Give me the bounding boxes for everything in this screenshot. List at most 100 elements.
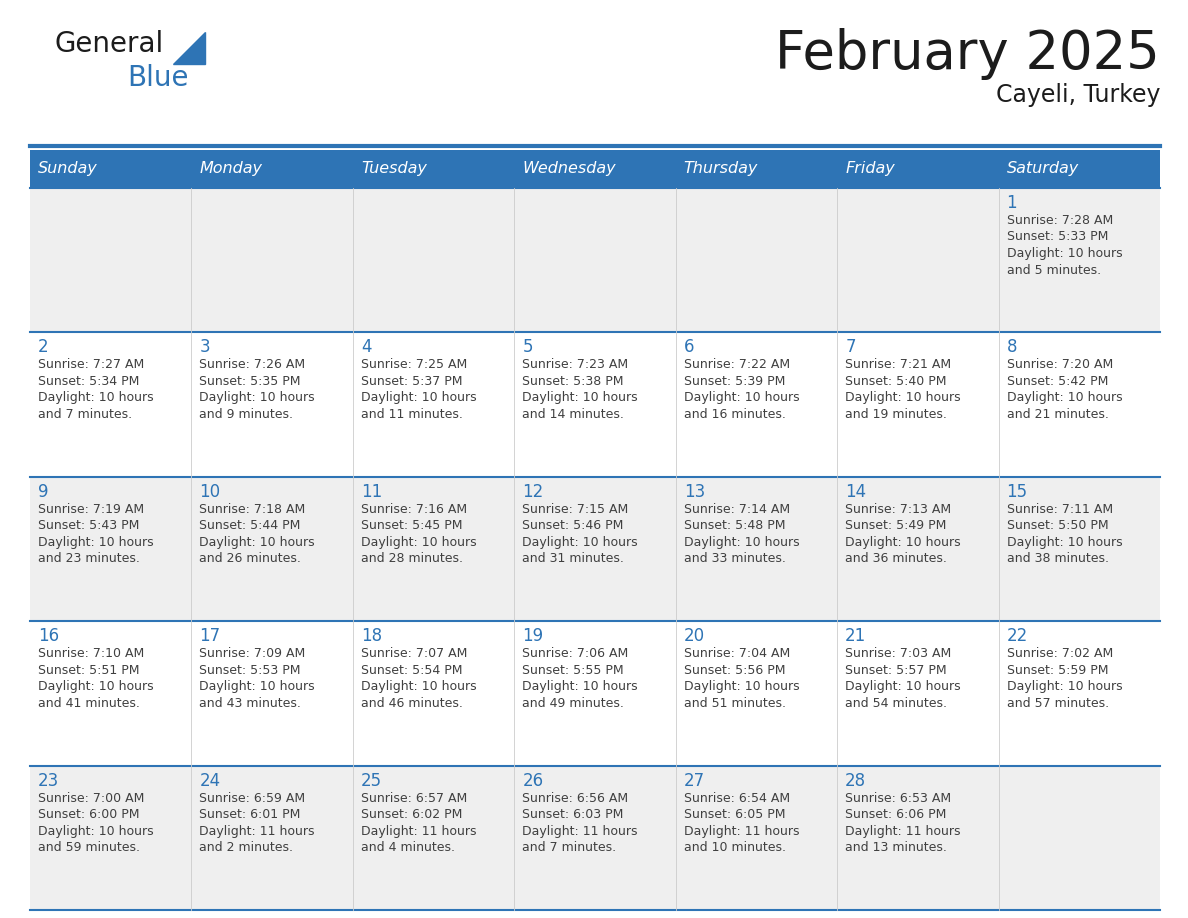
Text: Sunrise: 6:59 AM: Sunrise: 6:59 AM [200,791,305,804]
Text: 7: 7 [845,339,855,356]
Text: Sunrise: 7:06 AM: Sunrise: 7:06 AM [523,647,628,660]
Text: Daylight: 10 hours: Daylight: 10 hours [361,391,476,405]
Text: Sunrise: 7:26 AM: Sunrise: 7:26 AM [200,358,305,372]
Text: 21: 21 [845,627,866,645]
Text: Sunset: 5:43 PM: Sunset: 5:43 PM [38,520,139,532]
Text: and 19 minutes.: and 19 minutes. [845,408,947,420]
Text: 23: 23 [38,772,59,789]
Text: Daylight: 10 hours: Daylight: 10 hours [523,680,638,693]
Text: Sunrise: 7:23 AM: Sunrise: 7:23 AM [523,358,628,372]
Text: Sunrise: 7:25 AM: Sunrise: 7:25 AM [361,358,467,372]
Text: and 10 minutes.: and 10 minutes. [684,841,785,854]
Text: Daylight: 11 hours: Daylight: 11 hours [523,824,638,837]
Text: and 16 minutes.: and 16 minutes. [684,408,785,420]
Bar [30,188,1159,332]
Text: Sunset: 5:55 PM: Sunset: 5:55 PM [523,664,624,677]
Text: Daylight: 10 hours: Daylight: 10 hours [200,536,315,549]
Text: Daylight: 10 hours: Daylight: 10 hours [1006,680,1123,693]
Text: Cayeli, Turkey: Cayeli, Turkey [996,83,1159,107]
Text: and 41 minutes.: and 41 minutes. [38,697,140,710]
Text: 1: 1 [1006,194,1017,212]
Text: Sunset: 5:34 PM: Sunset: 5:34 PM [38,375,139,388]
Text: Sunset: 5:33 PM: Sunset: 5:33 PM [1006,230,1108,243]
Text: Daylight: 10 hours: Daylight: 10 hours [684,680,800,693]
Text: Sunset: 5:39 PM: Sunset: 5:39 PM [684,375,785,388]
Text: Sunset: 5:54 PM: Sunset: 5:54 PM [361,664,462,677]
Text: and 7 minutes.: and 7 minutes. [38,408,132,420]
Text: Sunset: 5:49 PM: Sunset: 5:49 PM [845,520,947,532]
Text: Sunset: 5:40 PM: Sunset: 5:40 PM [845,375,947,388]
Text: 4: 4 [361,339,372,356]
Text: and 28 minutes.: and 28 minutes. [361,553,463,565]
Text: Daylight: 10 hours: Daylight: 10 hours [38,824,153,837]
Text: Thursday: Thursday [684,162,758,176]
Text: Sunrise: 7:16 AM: Sunrise: 7:16 AM [361,503,467,516]
Text: Monday: Monday [200,162,263,176]
Text: Daylight: 10 hours: Daylight: 10 hours [845,391,961,405]
Text: and 51 minutes.: and 51 minutes. [684,697,785,710]
Text: Sunrise: 7:09 AM: Sunrise: 7:09 AM [200,647,305,660]
Text: and 46 minutes.: and 46 minutes. [361,697,463,710]
Text: and 14 minutes.: and 14 minutes. [523,408,624,420]
Text: Sunset: 6:06 PM: Sunset: 6:06 PM [845,808,947,821]
Text: Sunrise: 7:27 AM: Sunrise: 7:27 AM [38,358,144,372]
Text: 19: 19 [523,627,543,645]
Text: Sunrise: 7:00 AM: Sunrise: 7:00 AM [38,791,145,804]
Text: and 33 minutes.: and 33 minutes. [684,553,785,565]
Bar [30,332,1159,476]
Text: February 2025: February 2025 [776,28,1159,80]
Text: Wednesday: Wednesday [523,162,615,176]
Text: Sunset: 6:05 PM: Sunset: 6:05 PM [684,808,785,821]
Text: Daylight: 10 hours: Daylight: 10 hours [845,536,961,549]
Text: 27: 27 [684,772,704,789]
Text: Daylight: 11 hours: Daylight: 11 hours [361,824,476,837]
Text: Saturday: Saturday [1006,162,1079,176]
Text: Sunset: 5:57 PM: Sunset: 5:57 PM [845,664,947,677]
Text: and 23 minutes.: and 23 minutes. [38,553,140,565]
Text: Sunrise: 7:02 AM: Sunrise: 7:02 AM [1006,647,1113,660]
Text: and 57 minutes.: and 57 minutes. [1006,697,1108,710]
Text: 14: 14 [845,483,866,501]
Text: Sunrise: 7:20 AM: Sunrise: 7:20 AM [1006,358,1113,372]
Text: Daylight: 10 hours: Daylight: 10 hours [845,680,961,693]
Text: Blue: Blue [127,64,189,92]
Text: Daylight: 10 hours: Daylight: 10 hours [1006,391,1123,405]
Text: 28: 28 [845,772,866,789]
Text: and 11 minutes.: and 11 minutes. [361,408,463,420]
Text: Daylight: 10 hours: Daylight: 10 hours [523,536,638,549]
Text: Friday: Friday [845,162,895,176]
Text: Daylight: 10 hours: Daylight: 10 hours [684,536,800,549]
Text: Sunset: 5:38 PM: Sunset: 5:38 PM [523,375,624,388]
Text: and 31 minutes.: and 31 minutes. [523,553,624,565]
Text: Daylight: 10 hours: Daylight: 10 hours [38,680,153,693]
Text: and 5 minutes.: and 5 minutes. [1006,263,1101,276]
Text: Sunset: 5:35 PM: Sunset: 5:35 PM [200,375,301,388]
Text: Daylight: 10 hours: Daylight: 10 hours [361,536,476,549]
Text: Sunrise: 7:07 AM: Sunrise: 7:07 AM [361,647,467,660]
Text: Sunrise: 6:57 AM: Sunrise: 6:57 AM [361,791,467,804]
Text: Sunrise: 7:28 AM: Sunrise: 7:28 AM [1006,214,1113,227]
Bar [30,476,1159,621]
Text: Daylight: 10 hours: Daylight: 10 hours [684,391,800,405]
Text: Sunrise: 7:11 AM: Sunrise: 7:11 AM [1006,503,1113,516]
Text: and 2 minutes.: and 2 minutes. [200,841,293,854]
Text: Daylight: 11 hours: Daylight: 11 hours [684,824,800,837]
Text: 20: 20 [684,627,704,645]
Text: Sunset: 6:01 PM: Sunset: 6:01 PM [200,808,301,821]
Text: Daylight: 10 hours: Daylight: 10 hours [361,680,476,693]
Text: 5: 5 [523,339,532,356]
Text: 22: 22 [1006,627,1028,645]
Text: Sunrise: 7:13 AM: Sunrise: 7:13 AM [845,503,952,516]
Text: Daylight: 11 hours: Daylight: 11 hours [845,824,961,837]
Text: Sunrise: 7:03 AM: Sunrise: 7:03 AM [845,647,952,660]
Text: Daylight: 10 hours: Daylight: 10 hours [1006,247,1123,260]
Text: Sunset: 6:02 PM: Sunset: 6:02 PM [361,808,462,821]
Text: and 36 minutes.: and 36 minutes. [845,553,947,565]
Text: 10: 10 [200,483,221,501]
Text: 24: 24 [200,772,221,789]
Text: 8: 8 [1006,339,1017,356]
Text: and 7 minutes.: and 7 minutes. [523,841,617,854]
Text: Daylight: 10 hours: Daylight: 10 hours [1006,536,1123,549]
Text: Daylight: 11 hours: Daylight: 11 hours [200,824,315,837]
Text: and 43 minutes.: and 43 minutes. [200,697,302,710]
